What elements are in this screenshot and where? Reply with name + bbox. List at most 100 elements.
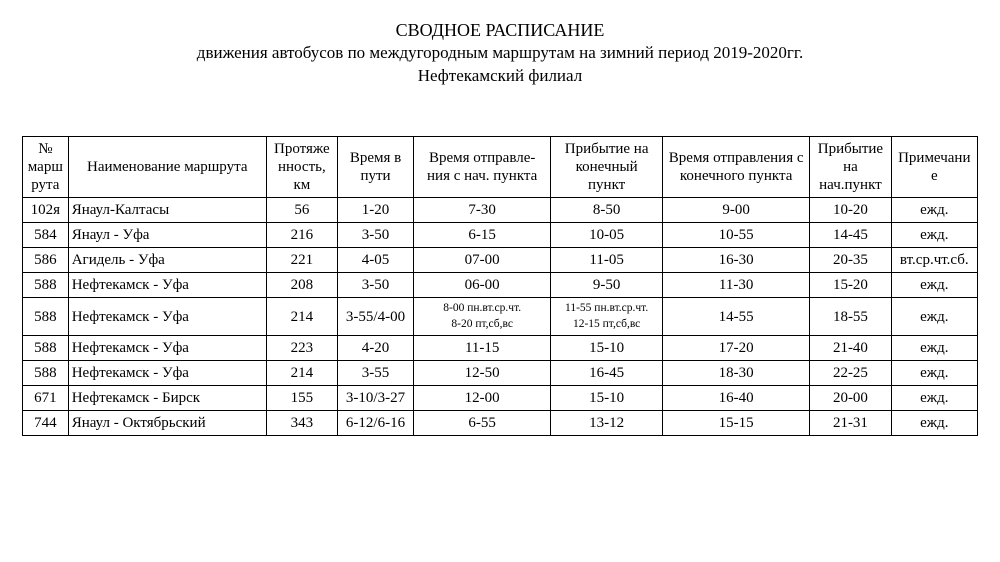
cell-dep2: 16-40 — [663, 386, 810, 411]
cell-note: ежд. — [891, 198, 977, 223]
cell-note: ежд. — [891, 361, 977, 386]
table-row: 671Нефтекамск - Бирск1553-10/3-2712-0015… — [23, 386, 978, 411]
cell-arr2: 15-20 — [810, 273, 891, 298]
cell-time: 4-20 — [337, 336, 413, 361]
cell-dep1: 06-00 — [414, 273, 551, 298]
col-header-name: Наименование маршрута — [68, 137, 266, 198]
cell-dep2: 11-30 — [663, 273, 810, 298]
table-row: 744Янаул - Октябрьский3436-12/6-166-5513… — [23, 411, 978, 436]
cell-name: Нефтекамск - Уфа — [68, 298, 266, 336]
cell-note: ежд. — [891, 298, 977, 336]
page: СВОДНОЕ РАСПИСАНИЕ движения автобусов по… — [0, 0, 1000, 562]
cell-dist: 155 — [266, 386, 337, 411]
cell-dep1: 6-15 — [414, 223, 551, 248]
cell-dep1: 11-15 — [414, 336, 551, 361]
cell-name: Нефтекамск - Бирск — [68, 386, 266, 411]
cell-arr2: 10-20 — [810, 198, 891, 223]
cell-arr2: 21-31 — [810, 411, 891, 436]
table-row: 588Нефтекамск - Уфа2143-5512-5016-4518-3… — [23, 361, 978, 386]
title-line-1: СВОДНОЕ РАСПИСАНИЕ — [22, 18, 978, 42]
cell-num: 586 — [23, 248, 69, 273]
cell-dep2: 14-55 — [663, 298, 810, 336]
cell-num: 588 — [23, 273, 69, 298]
cell-name: Нефтекамск - Уфа — [68, 361, 266, 386]
cell-name: Янаул-Калтасы — [68, 198, 266, 223]
cell-note: ежд. — [891, 336, 977, 361]
cell-arr2: 14-45 — [810, 223, 891, 248]
cell-arr2: 18-55 — [810, 298, 891, 336]
cell-dep1: 12-50 — [414, 361, 551, 386]
cell-name: Нефтекамск - Уфа — [68, 336, 266, 361]
cell-dist: 343 — [266, 411, 337, 436]
table-row: 102яЯнаул-Калтасы561-207-308-509-0010-20… — [23, 198, 978, 223]
cell-time: 3-10/3-27 — [337, 386, 413, 411]
cell-dep2: 10-55 — [663, 223, 810, 248]
cell-time: 1-20 — [337, 198, 413, 223]
col-header-num: № марш рута — [23, 137, 69, 198]
cell-time: 3-55/4-00 — [337, 298, 413, 336]
table-row: 584Янаул - Уфа2163-506-1510-0510-5514-45… — [23, 223, 978, 248]
cell-note: ежд. — [891, 411, 977, 436]
col-header-arr1: Прибытие на конечный пункт — [551, 137, 663, 198]
cell-num: 584 — [23, 223, 69, 248]
cell-name: Нефтекамск - Уфа — [68, 273, 266, 298]
table-row: 588Нефтекамск - Уфа2143-55/4-008-00 пн.в… — [23, 298, 978, 336]
cell-num: 744 — [23, 411, 69, 436]
cell-arr1: 15-10 — [551, 386, 663, 411]
cell-note: вт.ср.чт.сб. — [891, 248, 977, 273]
col-header-dep2: Время отправления с конечного пункта — [663, 137, 810, 198]
cell-name: Янаул - Октябрьский — [68, 411, 266, 436]
title-line-3: Нефтекамский филиал — [22, 65, 978, 88]
table-head: № марш рута Наименование маршрута Протяж… — [23, 137, 978, 198]
cell-dist: 208 — [266, 273, 337, 298]
cell-num: 588 — [23, 361, 69, 386]
cell-arr2: 22-25 — [810, 361, 891, 386]
cell-dist: 216 — [266, 223, 337, 248]
table-row: 588Нефтекамск - Уфа2083-5006-009-5011-30… — [23, 273, 978, 298]
cell-dist: 214 — [266, 298, 337, 336]
cell-dist: 223 — [266, 336, 337, 361]
cell-time: 3-55 — [337, 361, 413, 386]
cell-arr1: 11-55 пн.вт.ср.чт.12-15 пт,сб,вс — [551, 298, 663, 336]
cell-dep1: 8-00 пн.вт.ср.чт.8-20 пт,сб,вс — [414, 298, 551, 336]
cell-time: 4-05 — [337, 248, 413, 273]
cell-time: 3-50 — [337, 223, 413, 248]
title-line-2: движения автобусов по междугородным марш… — [22, 42, 978, 65]
cell-arr1: 16-45 — [551, 361, 663, 386]
cell-dep1: 12-00 — [414, 386, 551, 411]
cell-time: 6-12/6-16 — [337, 411, 413, 436]
cell-dep1: 6-55 — [414, 411, 551, 436]
cell-arr1: 11-05 — [551, 248, 663, 273]
table-row: 588Нефтекамск - Уфа2234-2011-1515-1017-2… — [23, 336, 978, 361]
col-header-arr2: Прибытие на нач.пункт — [810, 137, 891, 198]
cell-dist: 56 — [266, 198, 337, 223]
cell-dep1: 07-00 — [414, 248, 551, 273]
cell-dep2: 16-30 — [663, 248, 810, 273]
col-header-dist: Протяже нность, км — [266, 137, 337, 198]
cell-dep2: 9-00 — [663, 198, 810, 223]
cell-dist: 221 — [266, 248, 337, 273]
cell-arr2: 20-00 — [810, 386, 891, 411]
cell-time: 3-50 — [337, 273, 413, 298]
cell-num: 588 — [23, 336, 69, 361]
cell-arr2: 20-35 — [810, 248, 891, 273]
cell-dep2: 18-30 — [663, 361, 810, 386]
cell-name: Агидель - Уфа — [68, 248, 266, 273]
col-header-time: Время в пути — [337, 137, 413, 198]
col-header-note: Примечани е — [891, 137, 977, 198]
cell-arr1: 13-12 — [551, 411, 663, 436]
cell-num: 671 — [23, 386, 69, 411]
cell-arr1: 15-10 — [551, 336, 663, 361]
cell-arr2: 21-40 — [810, 336, 891, 361]
cell-arr1: 9-50 — [551, 273, 663, 298]
col-header-dep1: Время отправле- ния с нач. пункта — [414, 137, 551, 198]
cell-name: Янаул - Уфа — [68, 223, 266, 248]
cell-dist: 214 — [266, 361, 337, 386]
cell-note: ежд. — [891, 223, 977, 248]
table-body: 102яЯнаул-Калтасы561-207-308-509-0010-20… — [23, 198, 978, 436]
cell-note: ежд. — [891, 386, 977, 411]
cell-dep1: 7-30 — [414, 198, 551, 223]
cell-num: 102я — [23, 198, 69, 223]
cell-arr1: 8-50 — [551, 198, 663, 223]
cell-note: ежд. — [891, 273, 977, 298]
